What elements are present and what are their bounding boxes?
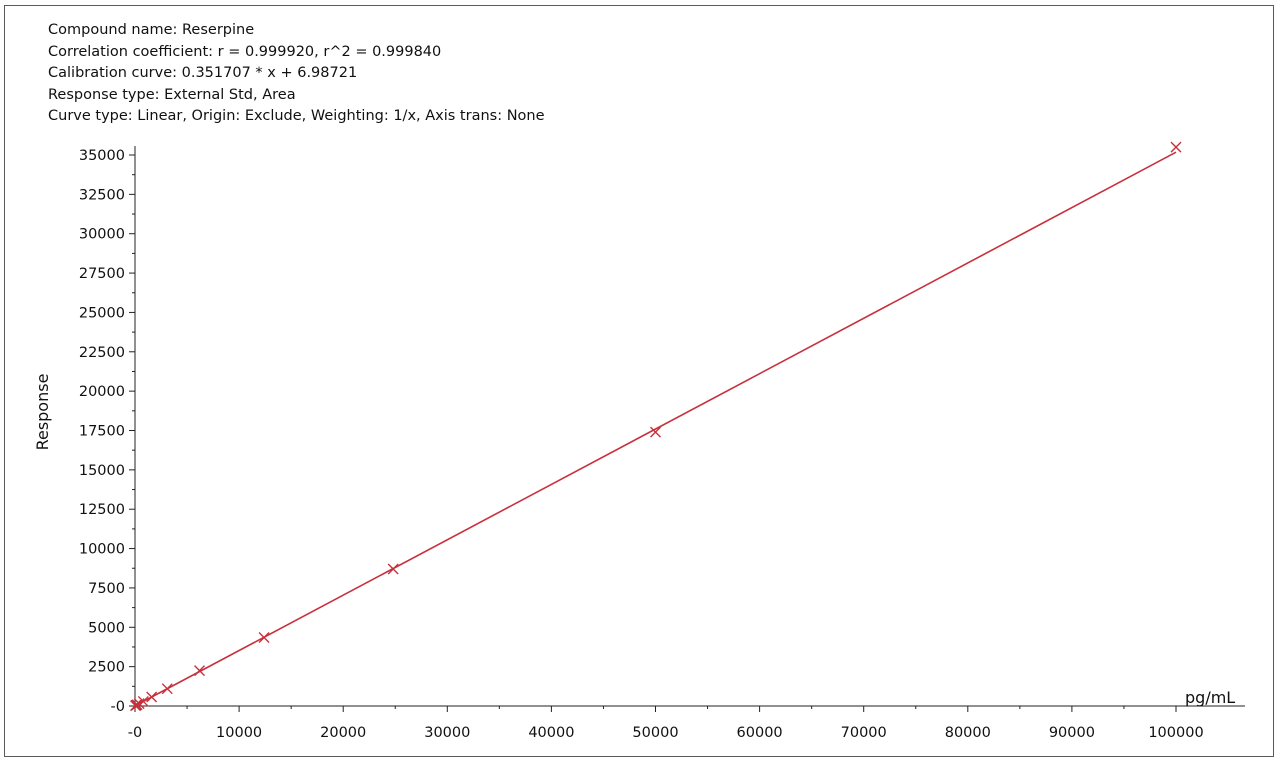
y-tick-label: 5000 (88, 620, 125, 636)
axes: -0 2500 5000 7500 10000 12500 15000 17500 20000 2… (79, 146, 1245, 741)
y-tick-label: 15000 (79, 463, 125, 479)
fit-line-group (134, 151, 1177, 707)
data-point (387, 563, 399, 575)
chart-header: Compound name: Reserpine Correlation coe… (48, 20, 545, 128)
data-point (1170, 141, 1182, 153)
x-tick-label: 80000 (945, 725, 991, 741)
data-point (650, 426, 661, 438)
x-tick-label: 100000 (1148, 725, 1203, 741)
x-tick-label: 20000 (320, 725, 366, 741)
x-tick-label: 10000 (216, 725, 262, 741)
x-tick-label: 70000 (841, 725, 887, 741)
data-point (146, 691, 158, 703)
correlation-coefficient: Correlation coefficient: r = 0.999920, r… (48, 43, 442, 60)
response-type: Response type: External Std, Area (48, 86, 296, 103)
data-point (258, 632, 270, 644)
y-tick-label: 32500 (79, 187, 125, 203)
x-tick-label: 40000 (528, 725, 574, 741)
curve-type: Curve type: Linear, Origin: Exclude, Wei… (48, 108, 545, 124)
chart-frame (4, 5, 1274, 757)
y-tick-label: 10000 (79, 542, 125, 558)
y-axis-title: Response (33, 374, 52, 451)
y-tick-label: 17500 (79, 424, 125, 440)
fit-line (134, 151, 1177, 707)
x-axis-title: pg/mL (1185, 688, 1235, 707)
x-tick-label: -0 (128, 725, 142, 741)
x-tick-label: 30000 (424, 725, 470, 741)
y-tick-label: 25000 (79, 305, 125, 321)
x-tick-label: 60000 (737, 725, 783, 741)
y-tick-label: 20000 (79, 384, 125, 400)
compound-name: Compound name: Reserpine (48, 22, 255, 38)
data-point (137, 695, 149, 707)
x-tick-label: 50000 (632, 725, 678, 741)
y-tick-label: -0 (111, 699, 125, 715)
y-tick-label: 7500 (88, 581, 125, 597)
data-point (194, 665, 206, 677)
y-tick-label: 12500 (79, 502, 125, 518)
data-points (130, 141, 1182, 712)
y-tick-label: 2500 (88, 660, 125, 676)
calibration-curve: Calibration curve: 0.351707 * x + 6.9872… (48, 65, 358, 81)
y-tick-label: 30000 (79, 227, 125, 243)
y-tick-label: 22500 (79, 345, 125, 361)
y-tick-label: 27500 (79, 266, 125, 282)
x-tick-label: 90000 (1049, 725, 1095, 741)
y-tick-label: 35000 (79, 148, 125, 164)
data-point (161, 683, 173, 695)
